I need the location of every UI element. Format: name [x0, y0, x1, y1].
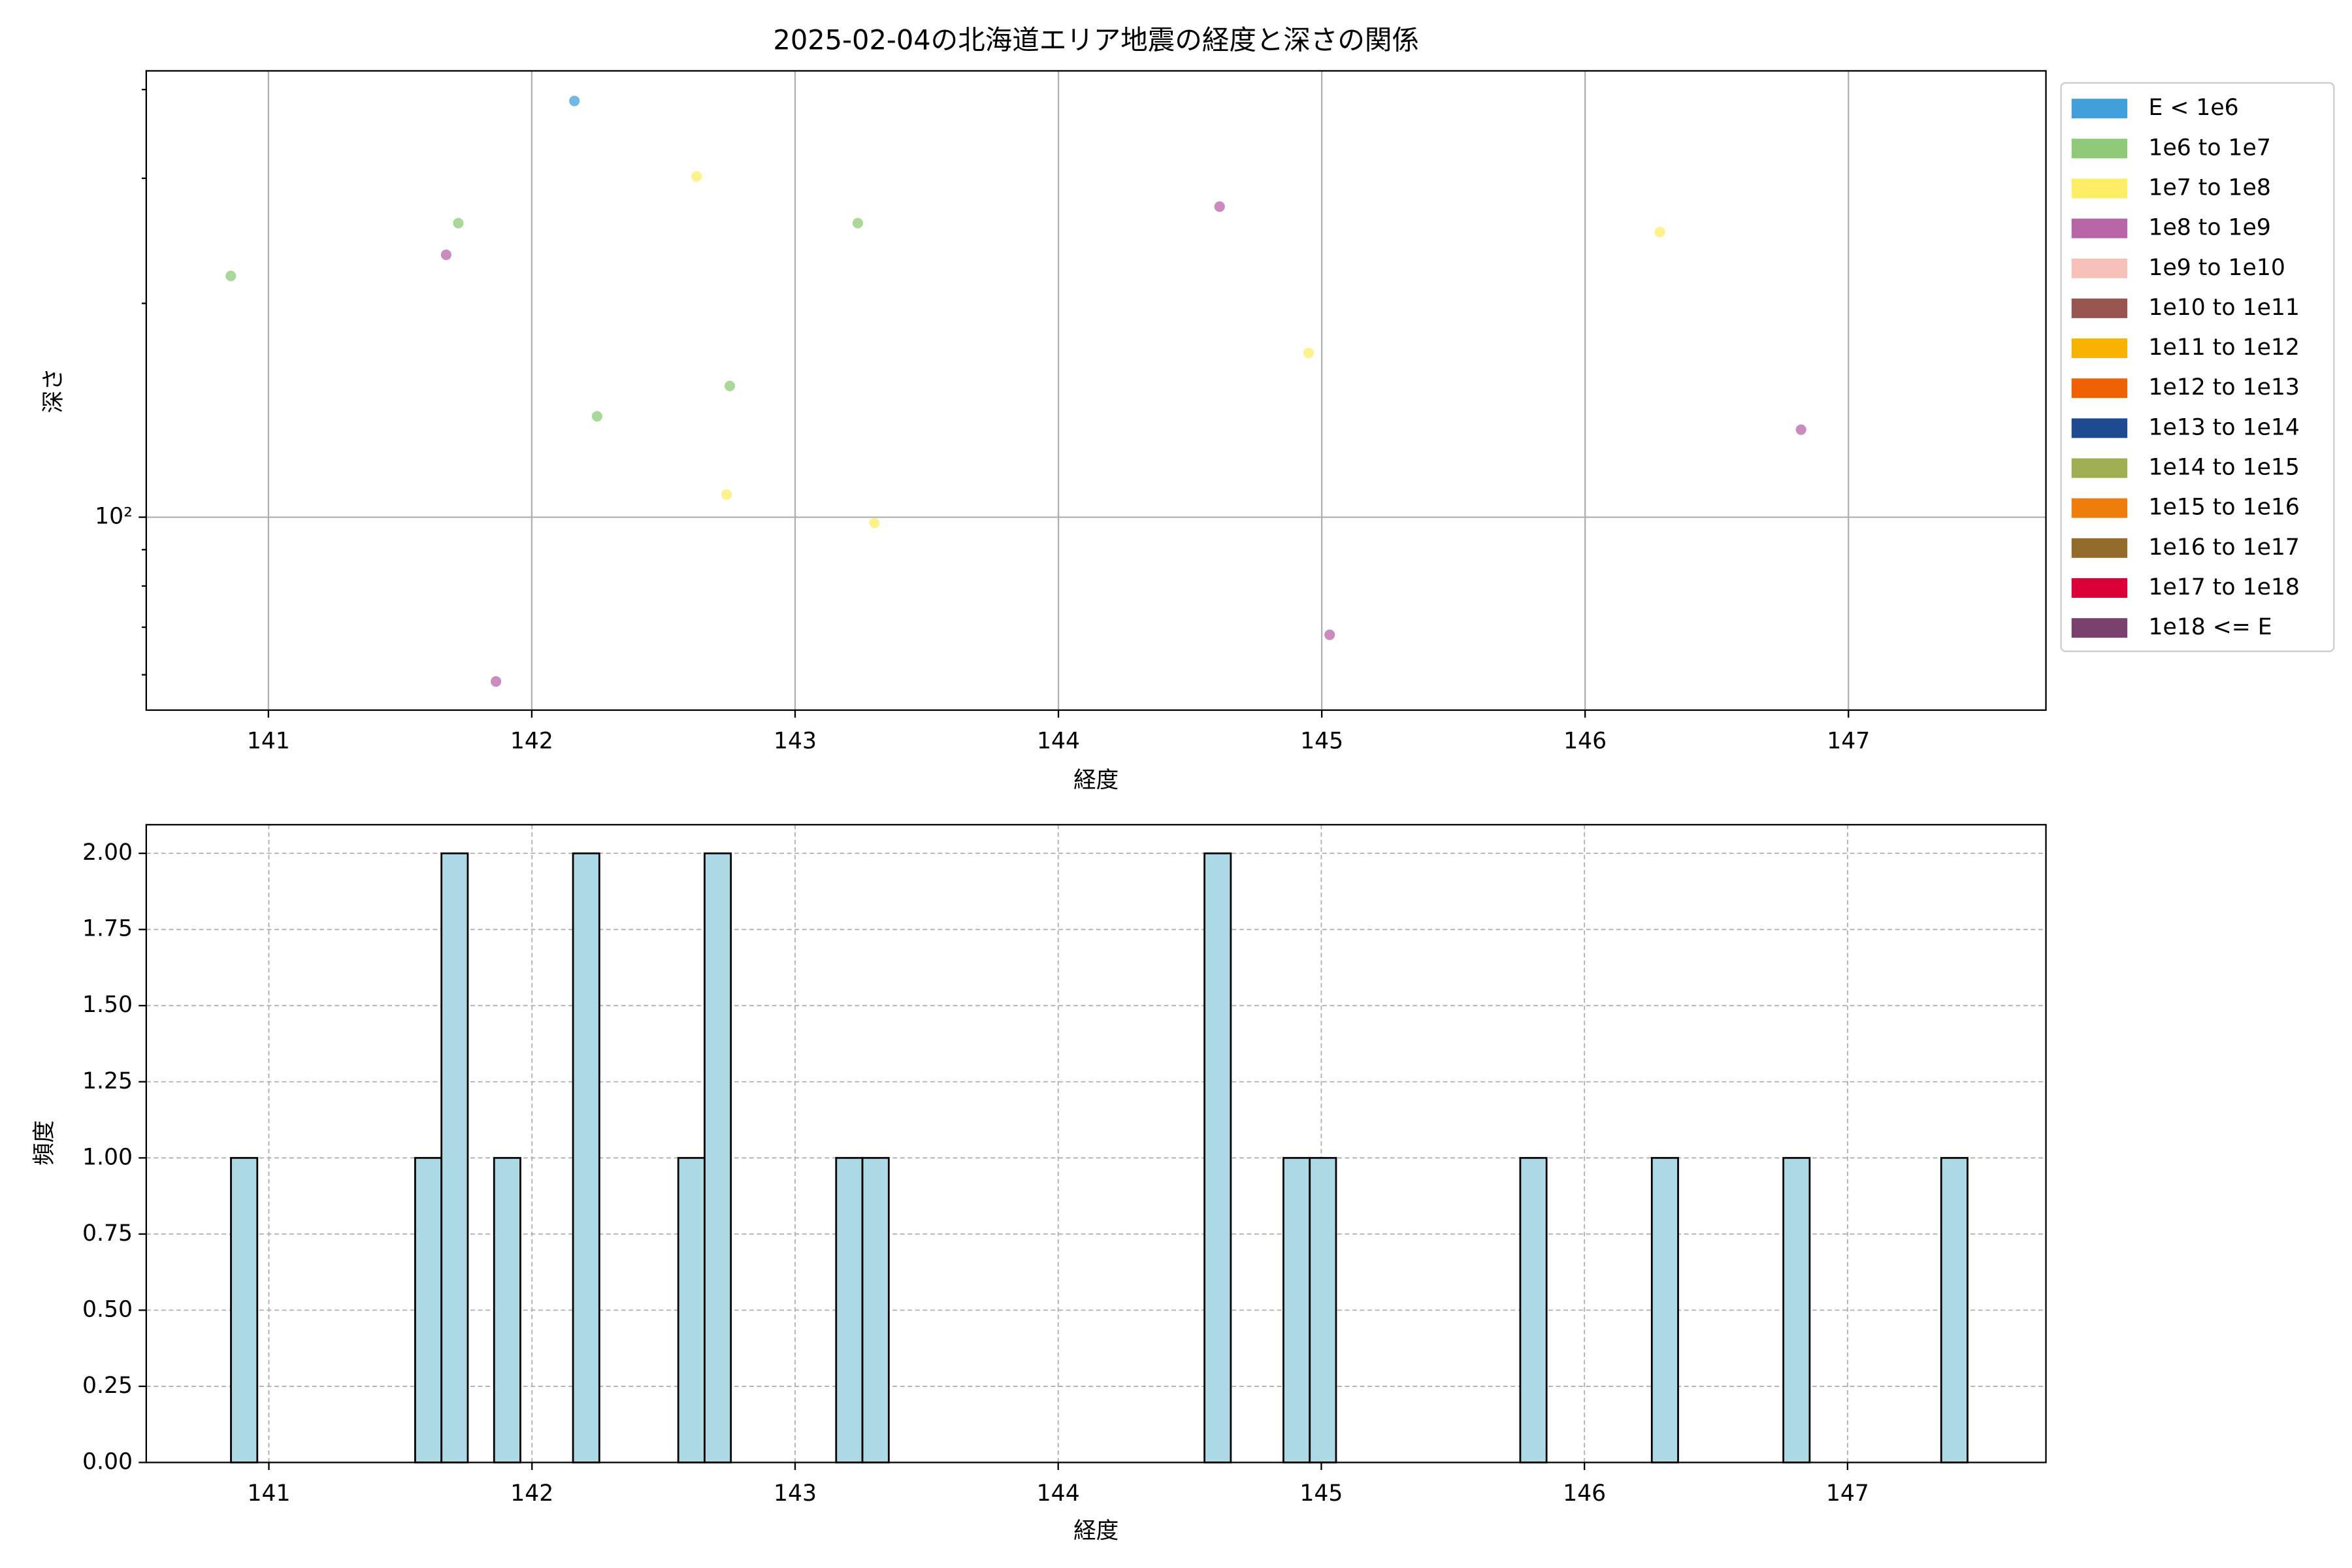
bar: [1940, 1156, 1968, 1463]
bar: [1519, 1156, 1548, 1463]
y-tick-label: 1.25: [82, 1068, 133, 1094]
point: [691, 171, 702, 182]
point: [1654, 227, 1665, 238]
y-tick-label: 2.00: [82, 840, 133, 866]
bar: [1650, 1156, 1679, 1463]
y-tick-label: 10²: [95, 504, 133, 530]
point: [569, 95, 580, 106]
legend-label: 1e8 to 1e9: [2148, 215, 2270, 241]
point: [721, 489, 732, 500]
y-tick-label: 1.50: [82, 992, 133, 1018]
legend-swatch: [2071, 178, 2128, 199]
y-axis-label: 深さ: [41, 368, 67, 413]
point: [1324, 629, 1335, 640]
legend-label: 1e16 to 1e17: [2148, 534, 2299, 561]
x-axis-label: 経度: [1073, 1518, 1119, 1544]
chart-title: 2025-02-04の北海道エリア地震の経度と深さの関係: [773, 24, 1419, 56]
legend-label: 1e17 to 1e18: [2148, 574, 2299, 600]
bar: [861, 1156, 890, 1463]
y-tick-label: 0.50: [82, 1296, 133, 1322]
x-tick-label: 143: [774, 1480, 817, 1507]
legend-label: 1e14 to 1e15: [2148, 455, 2299, 481]
legend-swatch: [2071, 458, 2128, 478]
x-tick-label: 146: [1563, 728, 1607, 754]
point: [852, 218, 863, 229]
x-tick-label: 141: [247, 728, 290, 754]
legend-label: 1e13 to 1e14: [2148, 414, 2299, 440]
point: [869, 517, 880, 529]
y-tick-label: 1.00: [82, 1144, 133, 1170]
legend-swatch: [2071, 338, 2128, 359]
legend-label: 1e11 to 1e12: [2148, 335, 2299, 361]
point: [453, 218, 464, 229]
legend-swatch: [2071, 99, 2128, 119]
legend-label: 1e6 to 1e7: [2148, 135, 2270, 161]
bar: [230, 1156, 259, 1463]
legend-label: 1e12 to 1e13: [2148, 374, 2299, 400]
legend-label: 1e10 to 1e11: [2148, 295, 2299, 321]
bar: [1782, 1156, 1811, 1463]
bar: [704, 852, 732, 1463]
legend-swatch: [2071, 618, 2128, 638]
point: [1303, 348, 1315, 359]
legend-box: [2060, 82, 2335, 653]
plot-frame: [145, 824, 2047, 1463]
x-tick-label: 143: [774, 728, 817, 754]
y-axis-label: 頻度: [31, 1120, 57, 1166]
point: [724, 380, 736, 391]
plot-frame: [145, 70, 2047, 711]
y-tick-label: 0.25: [82, 1373, 133, 1399]
bar: [677, 1156, 706, 1463]
legend-swatch: [2071, 578, 2128, 598]
y-tick-label: 1.75: [82, 916, 133, 942]
legend-label: 1e9 to 1e10: [2148, 255, 2285, 281]
bar: [440, 852, 469, 1463]
legend-swatch: [2071, 298, 2128, 318]
legend-swatch: [2071, 538, 2128, 558]
legend-label: 1e15 to 1e16: [2148, 495, 2299, 521]
y-tick-label: 0.00: [82, 1448, 133, 1475]
x-axis-label: 経度: [1073, 767, 1119, 793]
x-tick-label: 145: [1300, 728, 1343, 754]
bar: [493, 1156, 521, 1463]
point: [491, 676, 502, 687]
legend-label: 1e7 to 1e8: [2148, 174, 2270, 201]
x-tick-label: 144: [1037, 728, 1080, 754]
point: [1795, 424, 1806, 435]
x-tick-label: 141: [247, 1480, 290, 1507]
legend-label: 1e18 <= E: [2148, 614, 2272, 640]
point: [1214, 201, 1225, 212]
x-tick-label: 145: [1299, 1480, 1343, 1507]
x-tick-label: 142: [510, 1480, 553, 1507]
x-tick-label: 144: [1037, 1480, 1080, 1507]
point: [440, 249, 452, 261]
legend-swatch: [2071, 418, 2128, 438]
legend-swatch: [2071, 498, 2128, 518]
y-tick-label: 0.75: [82, 1220, 133, 1247]
legend-swatch: [2071, 378, 2128, 399]
point: [591, 411, 602, 422]
legend-swatch: [2071, 139, 2128, 159]
x-tick-label: 147: [1826, 1480, 1869, 1507]
bar: [1309, 1156, 1337, 1463]
bar: [572, 852, 600, 1463]
legend-swatch: [2071, 218, 2128, 238]
bar: [414, 1156, 443, 1463]
bar: [1282, 1156, 1311, 1463]
x-tick-label: 147: [1827, 728, 1870, 754]
point: [225, 270, 237, 282]
legend-swatch: [2071, 258, 2128, 278]
x-tick-label: 146: [1563, 1480, 1606, 1507]
legend-label: E < 1e6: [2148, 95, 2238, 121]
bar: [835, 1156, 864, 1463]
bar: [1203, 852, 1232, 1463]
x-tick-label: 142: [510, 728, 553, 754]
